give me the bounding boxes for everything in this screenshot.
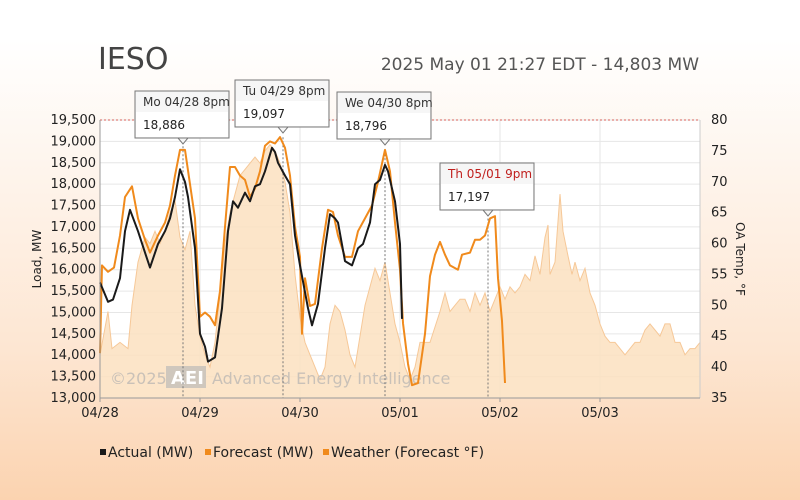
callout-body [338,113,430,138]
y-tick-label: 18,000 [51,177,97,192]
x-tick-label: 04/29 [181,406,218,421]
forecast-line [99,136,506,387]
aei-logo-text: AEI [171,368,204,389]
callout: Mo 04/28 8pm 18,886 [134,90,230,145]
legend-label-weather: Weather (Forecast °F) [331,445,484,461]
legend-swatch-forecast [205,449,211,455]
callout-pointer [176,137,190,145]
x-tick-label: 05/01 [381,406,418,421]
callout-value-label: 17,197 [448,190,490,204]
callout-pointer [481,209,495,217]
weather-area-fill [100,144,700,398]
y-tick-label: 19,500 [51,113,97,128]
y2-tick-label: 40 [711,360,728,375]
legend-label-forecast: Forecast (MW) [213,445,314,461]
callout-pointer [378,138,392,146]
callout: Th 05/01 9pm 17,197 [439,162,535,217]
y-tick-label: 15,000 [51,305,97,320]
callout-date-label: Tu 04/29 8pm [242,84,325,98]
y2-axis-ticks: 35 40 45 50 55 60 65 70 75 80 [711,113,728,406]
y-axis-label: Load, MW [30,230,44,289]
x-tick-label: 05/02 [481,406,518,421]
y-tick-label: 13,000 [51,391,97,406]
y-tick-label: 17,500 [51,199,97,214]
legend-swatch-weather [323,449,329,455]
x-tick-label: 04/28 [81,406,118,421]
status-readout: 2025 May 01 21:27 EDT - 14,803 MW [381,55,699,75]
y2-tick-label: 65 [711,206,728,221]
callout-date-label: We 04/30 8pm [345,96,433,110]
actual-line [99,146,403,363]
load-lines [99,136,506,387]
callout-value-label: 18,796 [345,119,387,133]
y-tick-label: 14,500 [51,327,97,342]
aei-logo-box [166,366,206,388]
callout-date-label: Mo 04/28 8pm [143,95,230,109]
weather-line [99,143,701,381]
y2-tick-label: 50 [711,298,728,313]
callout-body [236,101,328,126]
y-tick-label: 16,500 [51,241,97,256]
x-tick-label: 04/30 [281,406,318,421]
y2-tick-label: 45 [711,329,728,344]
y-tick-label: 17,000 [51,220,97,235]
watermark-company: Advanced Energy Intelligence [212,369,450,388]
callout-value-label: 19,097 [243,107,285,121]
y2-axis-label: OA Temp, °F [733,222,747,296]
page-title: IESO [98,42,168,77]
x-tick-label: 05/03 [581,406,618,421]
legend-swatch-actual [100,449,106,455]
y2-tick-label: 75 [711,144,728,159]
y-tick-label: 14,000 [51,348,97,363]
y-tick-label: 16,000 [51,263,97,278]
peak-callouts: Mo 04/28 8pm 18,886 Tu 04/29 8pm 19,097 We 0… [134,79,535,217]
y-tick-label: 19,000 [51,134,97,149]
callout-pointer [276,126,290,134]
y2-tick-label: 70 [711,175,728,190]
legend-label-actual: Actual (MW) [108,445,193,461]
callout-body [136,112,228,137]
y-tick-label: 18,500 [51,156,97,171]
y2-tick-label: 60 [711,237,728,252]
callout: Tu 04/29 8pm 19,097 [234,79,330,134]
weather-area [99,143,701,398]
callout-guides [182,137,489,398]
y-tick-label: 15,500 [51,284,97,299]
x-axis-ticks: 04/28 04/29 04/30 05/01 05/02 05/03 [81,398,619,421]
legend: Actual (MW) Forecast (MW) Weather (Forec… [100,445,484,461]
callout-value-label: 18,886 [143,118,185,132]
watermark-copyright: ©2025 [110,369,167,388]
watermark: ©2025 AEI Advanced Energy Intelligence [110,366,450,389]
y-tick-label: 13,500 [51,370,97,385]
y2-tick-label: 80 [711,113,728,128]
callout-date-label: Th 05/01 9pm [447,167,532,181]
callout: We 04/30 8pm 18,796 [336,91,433,146]
y2-tick-label: 35 [711,391,728,406]
y2-tick-label: 55 [711,267,728,282]
callout-body [441,184,533,209]
y-axis-ticks: 13,000 13,500 14,000 14,500 15,000 15,500 16,0… [51,113,97,406]
